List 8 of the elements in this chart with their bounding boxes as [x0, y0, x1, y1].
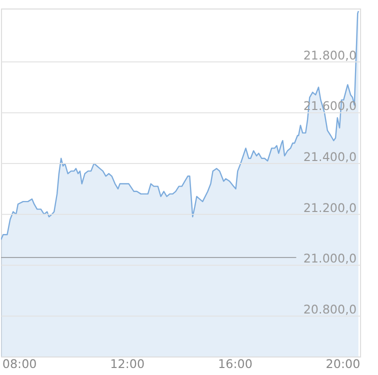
- x-tick-label: 12:00: [110, 357, 145, 372]
- y-tick-label: 21.400,0: [303, 150, 357, 164]
- x-tick-label: 20:00: [326, 357, 360, 372]
- x-tick-label: 16:00: [218, 357, 252, 372]
- x-tick-label: 08:00: [2, 357, 37, 372]
- y-tick-label: 21.000,0: [303, 252, 357, 266]
- y-tick-label: 21.200,0: [303, 200, 357, 215]
- y-tick-label: 20.800,0: [303, 302, 357, 316]
